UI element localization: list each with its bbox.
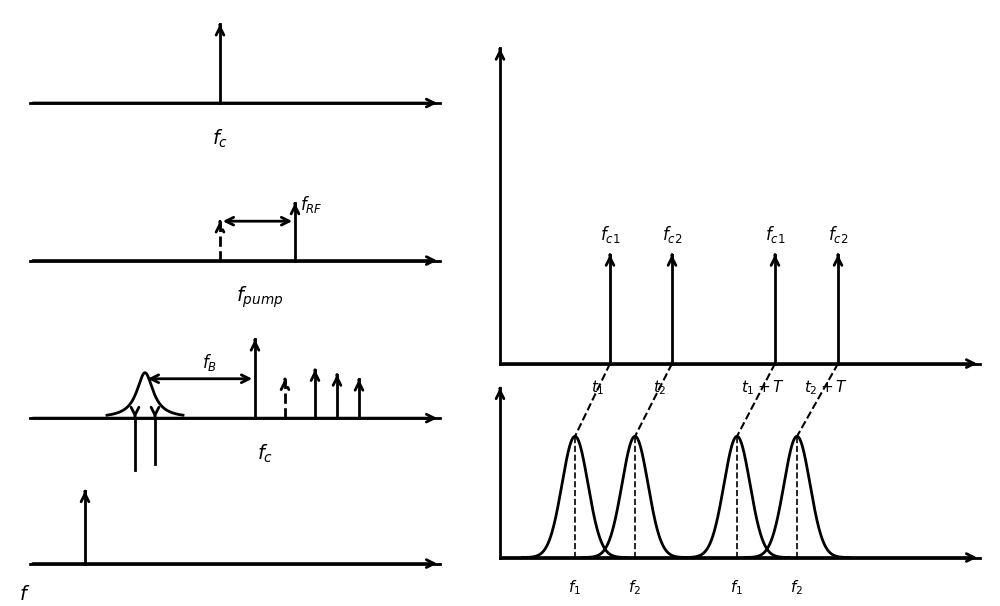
Text: $t_2+T$: $t_2+T$ — [804, 379, 848, 398]
Text: $f_{c1}$: $f_{c1}$ — [765, 224, 785, 245]
Text: $f_1$: $f_1$ — [730, 579, 744, 598]
Text: $f_{c2}$: $f_{c2}$ — [828, 224, 848, 245]
Text: $f$: $f$ — [19, 585, 31, 604]
Text: $f_2$: $f_2$ — [628, 579, 642, 598]
Text: $f_c$: $f_c$ — [212, 127, 228, 150]
Text: $f_2$: $f_2$ — [790, 579, 804, 598]
Text: $f_{RF}$: $f_{RF}$ — [300, 194, 323, 215]
Text: $f_{c1}$: $f_{c1}$ — [600, 224, 620, 245]
Text: $f_1$: $f_1$ — [568, 579, 582, 598]
Text: $t_1$: $t_1$ — [591, 379, 605, 398]
Text: $f_{pump}$: $f_{pump}$ — [236, 285, 284, 310]
Text: $t_2$: $t_2$ — [653, 379, 667, 398]
Text: $f_{c2}$: $f_{c2}$ — [662, 224, 682, 245]
Text: $t_1+T$: $t_1+T$ — [741, 379, 785, 398]
Text: $f_B$: $f_B$ — [202, 351, 218, 373]
Text: $f_c$: $f_c$ — [257, 442, 273, 465]
